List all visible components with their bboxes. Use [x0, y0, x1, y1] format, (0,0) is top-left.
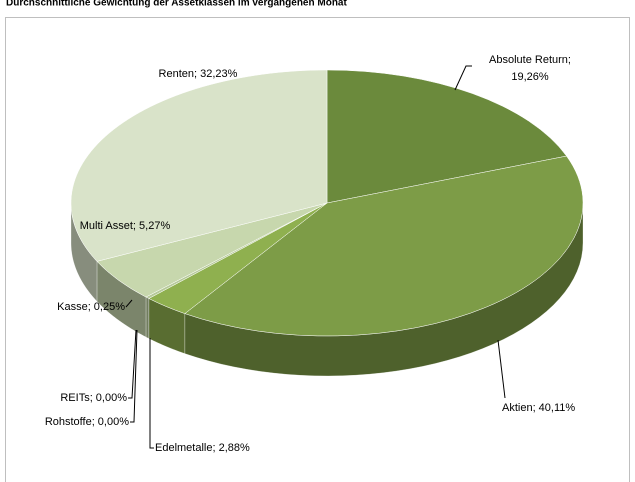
pie: [70, 69, 584, 377]
leader-line: [128, 329, 137, 399]
data-label: Multi Asset; 5,27%: [80, 220, 171, 232]
data-label: Absolute Return;: [489, 54, 571, 66]
leader-lines: [125, 65, 506, 449]
slice: [70, 69, 328, 262]
data-label: Kasse; 0,25%: [57, 301, 125, 313]
slice-side: [145, 296, 149, 339]
labels: Absolute Return; 19,26% Aktien; 40,11% Edel…: [45, 54, 576, 454]
data-label: REITs; 0,00%: [60, 392, 127, 404]
data-label: Edelmetalle; 2,88%: [155, 442, 250, 454]
leader-line: [497, 339, 506, 399]
chart-title: Durchschnittliche Gewichtung der Assetkl…: [6, 0, 347, 9]
data-label: Rohstoffe; 0,00%: [45, 416, 129, 428]
data-label: 19,26%: [511, 71, 549, 83]
data-label: Renten; 32,23%: [159, 68, 238, 80]
slice: [326, 69, 567, 204]
data-label: Aktien; 40,11%: [502, 402, 575, 414]
leader-line: [149, 338, 154, 449]
leader-line: [454, 65, 472, 91]
slice: [184, 155, 584, 337]
leader-line: [125, 299, 133, 308]
leader-line: [130, 329, 138, 423]
